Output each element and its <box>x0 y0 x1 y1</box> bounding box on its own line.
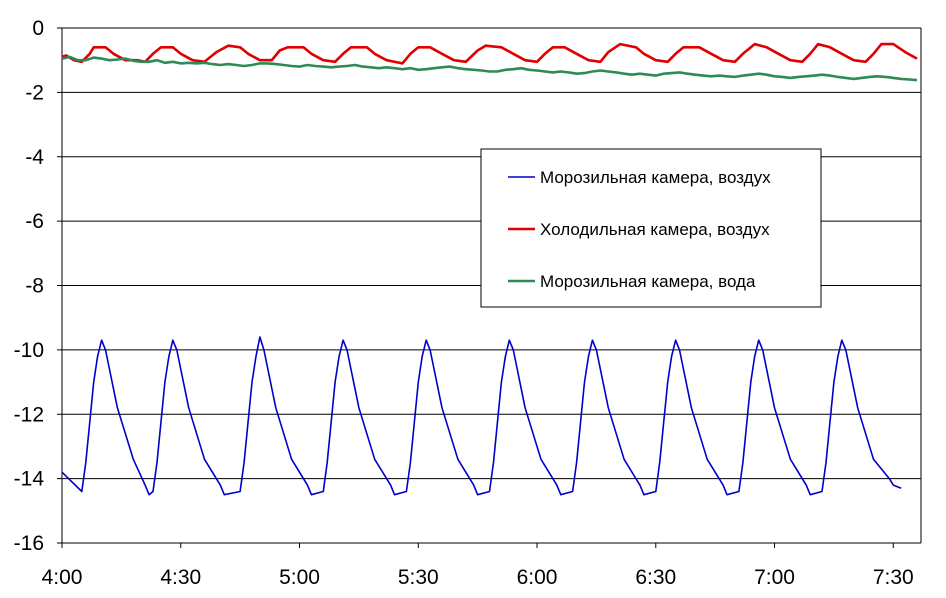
y-tick-label: -10 <box>14 339 44 362</box>
series-line-3 <box>61 55 918 82</box>
x-tick-label: 7:30 <box>873 566 914 589</box>
y-tick-label: -4 <box>25 146 44 169</box>
legend-box <box>480 148 822 308</box>
y-tick-labels: 0 -2 -4 -6 -8 -10 -12 -14 -16 <box>14 17 62 555</box>
y-tick-label: -16 <box>14 532 44 555</box>
y-tick-label: -2 <box>25 81 44 104</box>
x-tick-label: 4:30 <box>160 566 201 589</box>
x-tick-label: 4:00 <box>42 566 83 589</box>
x-tick-label: 5:00 <box>279 566 320 589</box>
x-tick-label: 6:00 <box>517 566 558 589</box>
legend: Морозильная камера, воздух Холодильная ка… <box>480 148 822 308</box>
y-tick-label: -8 <box>25 275 44 298</box>
legend-label: Морозильная камера, воздух <box>540 168 771 187</box>
y-tick-label: -14 <box>14 468 45 491</box>
y-tick-label: -12 <box>14 403 44 426</box>
data-series <box>61 42 918 496</box>
legend-label: Морозильная камера, вода <box>540 272 756 291</box>
y-tick-label: 0 <box>32 17 44 40</box>
y-tick-label: -6 <box>25 210 44 233</box>
x-tick-label: 6:30 <box>635 566 676 589</box>
x-tick-label: 7:00 <box>754 566 795 589</box>
x-tick-labels: 4:00 4:30 5:00 5:30 6:00 6:30 7:00 7:30 <box>42 543 914 589</box>
legend-label: Холодильная камера, воздух <box>540 220 770 239</box>
x-tick-label: 5:30 <box>398 566 439 589</box>
series-line-2 <box>61 42 918 65</box>
series-line-1 <box>61 336 902 496</box>
